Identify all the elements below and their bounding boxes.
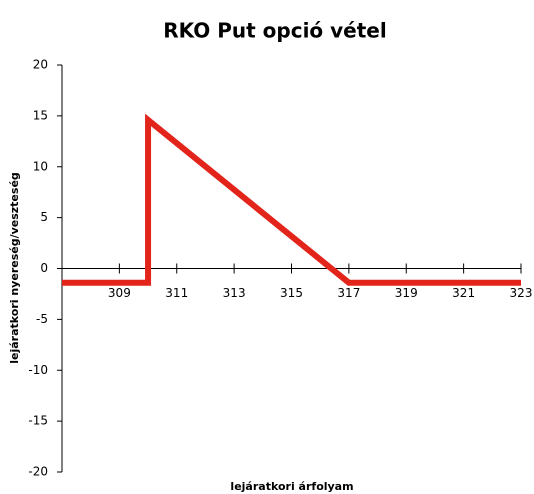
y-tick-label: -15 <box>28 414 48 428</box>
x-tick-label: 309 <box>108 286 131 300</box>
x-axis-label: lejáratkori árfolyam <box>230 480 353 493</box>
data-line <box>62 113 521 286</box>
y-tick-label: -5 <box>36 312 48 326</box>
x-tick-label: 321 <box>452 286 475 300</box>
x-tick-label: 319 <box>395 286 418 300</box>
y-axis-label: lejáratkori nyereség/veszteség <box>8 172 21 364</box>
chart-title: RKO Put opció vétel <box>163 19 386 43</box>
y-tick-label: 15 <box>33 108 48 122</box>
y-tick-label: 20 <box>33 58 48 72</box>
y-tick-label: 10 <box>33 159 48 173</box>
x-tick-label: 323 <box>510 286 533 300</box>
x-tick-label: 317 <box>337 286 360 300</box>
y-tick-label: -20 <box>28 465 48 479</box>
x-tick-label: 315 <box>280 286 303 300</box>
x-tick-label: 311 <box>165 286 188 300</box>
y-tick-label: -10 <box>28 363 48 377</box>
y-tick-label: 0 <box>40 261 48 275</box>
y-tick-label: 5 <box>40 210 48 224</box>
x-tick-label: 313 <box>223 286 246 300</box>
